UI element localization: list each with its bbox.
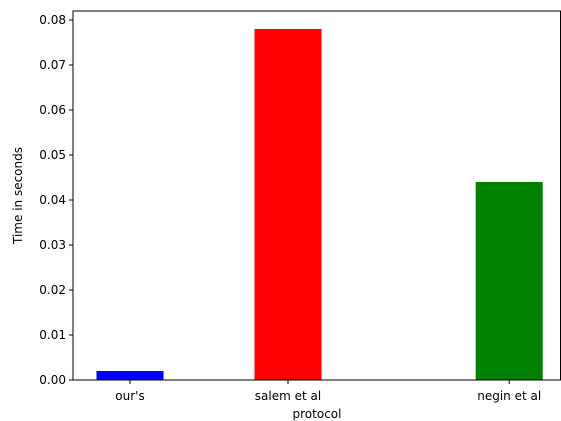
bar-1 [254,29,322,380]
y-tick-label: 0.03 [39,238,66,252]
x-axis-label: protocol [293,407,342,421]
bar-0 [96,371,164,380]
x-tick-label: negin et al [477,389,541,403]
bars-group [96,29,543,380]
y-tick-label: 0.07 [39,58,66,72]
y-tick-label: 0.05 [39,148,66,162]
y-tick-label: 0.04 [39,193,66,207]
y-tick-label: 0.08 [39,13,66,27]
y-tick-label: 0.06 [39,103,66,117]
y-axis-ticks: 0.00 0.01 0.02 0.03 0.04 0.05 0.06 0.07 0.08 [39,13,73,387]
bar-2 [475,182,543,380]
y-axis-label: Time in seconds [11,147,25,245]
x-axis-ticks: our's salem et al negin et al [115,380,541,403]
x-tick-label: salem et al [255,389,321,403]
y-tick-label: 0.02 [39,283,66,297]
y-tick-label: 0.01 [39,328,66,342]
y-tick-label: 0.00 [39,373,66,387]
x-tick-label: our's [115,389,144,403]
